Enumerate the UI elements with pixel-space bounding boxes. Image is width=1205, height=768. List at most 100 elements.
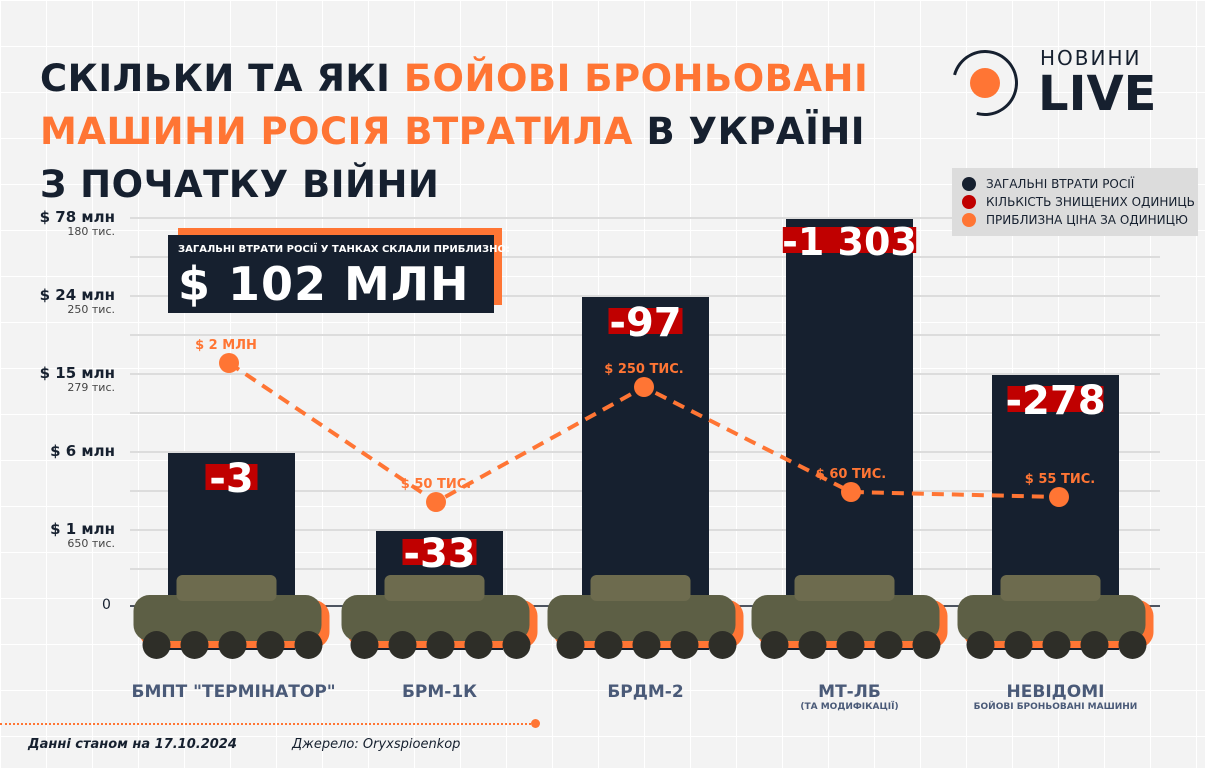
y-tick-label: $ 15 млн 279 тис. — [40, 364, 115, 394]
vehicle-wheel-icon — [502, 631, 531, 659]
destroyed-label-bg — [205, 464, 258, 490]
vehicle-icon — [547, 595, 736, 641]
dot-icon — [962, 195, 976, 209]
vehicle-wheel-icon — [388, 631, 417, 659]
y-tick-sub: 250 тис. — [67, 303, 115, 316]
y-tick-main: $ 78 млн — [39, 208, 115, 226]
y-tick-sub: 180 тис. — [67, 225, 115, 238]
vehicle-wheel-icon — [912, 631, 941, 659]
y-tick-label: 0 — [102, 597, 111, 613]
destroyed-units-label: -278 — [1005, 378, 1105, 424]
vehicle-icon — [751, 595, 940, 641]
legend-item-total: ЗАГАЛЬНІ ВТРАТИ РОСІЇ — [962, 177, 1134, 191]
vehicle-icon — [957, 595, 1146, 641]
page-title: СКІЛЬКИ ТА ЯКІ БОЙОВІ БРОНЬОВАНІ МАШИНИ … — [40, 52, 868, 211]
vehicle-wheel-icon — [556, 631, 585, 659]
category-label: НЕВІДОМІ БОЙОВІ БРОНЬОВАНІ МАШИНИ — [956, 682, 1156, 713]
vehicle-wheel-icon — [256, 631, 285, 659]
price-label: $ 55 ТИС. — [1025, 472, 1095, 487]
category-name: БРМ-1К — [401, 682, 478, 702]
price-point — [841, 482, 861, 502]
vehicle-wheel-icon — [760, 631, 789, 659]
legend: ЗАГАЛЬНІ ВТРАТИ РОСІЇ КІЛЬКІСТЬ ЗНИЩЕНИХ… — [952, 168, 1198, 236]
price-label: $ 250 ТИС. — [604, 362, 683, 377]
y-tick-label: $ 6 млн — [50, 442, 115, 460]
destroyed-units-label: -97 — [609, 300, 681, 346]
destroyed-label-bg — [608, 308, 683, 334]
legend-label: ЗАГАЛЬНІ ВТРАТИ РОСІЇ — [986, 177, 1135, 191]
vehicle-turret-icon — [794, 575, 895, 601]
destroyed-label-bg — [782, 227, 917, 253]
category-name: НЕВІДОМІ — [1006, 682, 1105, 702]
vehicle-wheel-icon — [708, 631, 737, 659]
vehicle-wheel-icon — [836, 631, 865, 659]
legend-item-destroyed: КІЛЬКІСТЬ ЗНИЩЕНИХ ОДИНИЦЬ — [962, 195, 1195, 209]
vehicle-turret-icon — [590, 575, 691, 601]
legend-item-price: ПРИБЛИЗНА ЦІНА ЗА ОДИНИЦЮ — [962, 213, 1188, 227]
vehicle-wheel-icon — [180, 631, 209, 659]
category-name: БРДМ-2 — [607, 682, 684, 702]
vehicle-turret-icon — [176, 575, 277, 601]
y-tick-main: 0 — [102, 597, 111, 613]
vehicle-wheel-icon — [874, 631, 903, 659]
y-tick-label: $ 1 млн 650 тис. — [50, 520, 115, 550]
vehicle-wheel-icon — [670, 631, 699, 659]
category-name: МТ-ЛБ — [818, 682, 881, 702]
vehicle-wheel-icon — [218, 631, 247, 659]
vehicle-wheel-icon — [1042, 631, 1071, 659]
callout-value: $ 102 МЛН — [178, 257, 470, 311]
legend-label: КІЛЬКІСТЬ ЗНИЩЕНИХ ОДИНИЦЬ — [986, 195, 1195, 209]
category-name: БМПТ "ТЕРМІНАТОР" — [131, 682, 336, 702]
price-point — [634, 377, 654, 397]
footer-divider — [0, 723, 535, 725]
title-part: МАШИНИ РОСІЯ ВТРАТИЛА — [40, 110, 634, 153]
vehicle-wheel-icon — [294, 631, 323, 659]
vehicle-wheel-icon — [798, 631, 827, 659]
destroyed-units-label: -1 303 — [782, 220, 917, 264]
category-sub: (ТА МОДИФІКАЦІЇ) — [800, 702, 899, 712]
category-label: БМПТ "ТЕРМІНАТОР" — [131, 682, 336, 702]
vehicle-wheel-icon — [142, 631, 171, 659]
logo-top-text: НОВИНИ — [1040, 46, 1142, 70]
destroyed-label-bg — [1007, 386, 1104, 412]
title-part: З ПОЧАТКУ ВІЙНИ — [40, 163, 440, 206]
vehicle-wheel-icon — [464, 631, 493, 659]
footer-source: Джерело: Oryxspioenkop — [292, 737, 461, 752]
y-tick-main: $ 1 млн — [50, 520, 115, 538]
vehicle-turret-icon — [1000, 575, 1101, 601]
y-tick-main: $ 24 млн — [39, 286, 115, 304]
y-tick-main: $ 6 млн — [50, 442, 115, 460]
y-tick-main: $ 15 млн — [39, 364, 115, 382]
callout-label: ЗАГАЛЬНІ ВТРАТИ РОСІЇ У ТАНКАХ СКЛАЛИ ПР… — [178, 244, 511, 255]
vehicle-wheel-icon — [966, 631, 995, 659]
vehicle-turret-icon — [384, 575, 485, 601]
y-tick-label: $ 24 млн 250 тис. — [40, 286, 115, 316]
legend-label: ПРИБЛИЗНА ЦІНА ЗА ОДИНИЦЮ — [986, 213, 1188, 227]
title-part: В УКРАЇНІ — [633, 110, 866, 153]
destroyed-units-label: -33 — [403, 531, 475, 577]
price-label: $ 2 МЛН — [195, 338, 257, 353]
vehicle-wheel-icon — [426, 631, 455, 659]
destroyed-label-bg — [402, 539, 477, 565]
title-part: БОЙОВІ БРОНЬОВАНІ — [403, 57, 869, 100]
logo-bottom-text: LIVE — [1038, 66, 1157, 122]
dot-icon — [962, 213, 976, 227]
vehicle-wheel-icon — [594, 631, 623, 659]
price-label: $ 50 ТИС. — [401, 477, 471, 492]
category-label: БРДМ-2 — [546, 682, 746, 702]
logo-dot-icon — [970, 68, 1000, 98]
category-label: БРМ-1К — [340, 682, 540, 702]
footer-date: Данні станом на 17.10.2024 — [28, 737, 237, 752]
y-tick-sub: 650 тис. — [67, 537, 115, 550]
title-part: СКІЛЬКИ ТА ЯКІ — [40, 57, 404, 100]
total-callout: ЗАГАЛЬНІ ВТРАТИ РОСІЇ У ТАНКАХ СКЛАЛИ ПР… — [168, 235, 510, 313]
category-label: МТ-ЛБ (ТА МОДИФІКАЦІЇ) — [750, 682, 950, 713]
y-tick-label: $ 78 млн 180 тис. — [40, 208, 115, 238]
price-point — [1049, 487, 1069, 507]
destroyed-units-label: -3 — [209, 456, 253, 502]
vehicle-icon — [341, 595, 530, 641]
vehicle-wheel-icon — [1080, 631, 1109, 659]
vehicle-wheel-icon — [632, 631, 661, 659]
